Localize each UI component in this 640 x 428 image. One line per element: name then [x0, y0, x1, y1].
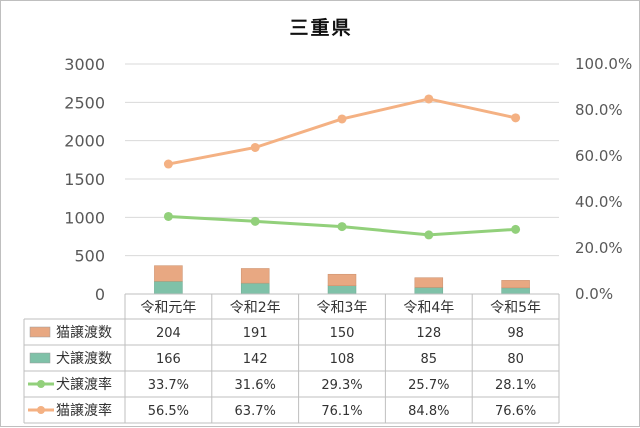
- bar-cat-adoptions: [327, 273, 357, 286]
- legend-series-name: 猫譲渡率: [56, 402, 112, 419]
- data-label: 128: [416, 326, 441, 341]
- y-right-tick-label: 40.0%: [575, 193, 623, 211]
- data-label: 85: [421, 352, 438, 367]
- point-dog-rate: [163, 211, 173, 221]
- legend-key-marker: [37, 380, 45, 388]
- point-cat-rate: [163, 159, 173, 169]
- data-label: 84.8%: [408, 404, 449, 419]
- bar-dog-adoptions: [414, 287, 444, 295]
- data-label: 98: [507, 326, 524, 341]
- data-label: 76.6%: [495, 404, 536, 419]
- category-label: 令和2年: [230, 300, 281, 316]
- category-label: 令和元年: [140, 300, 196, 316]
- point-dog-rate: [511, 224, 521, 234]
- data-label: 29.3%: [321, 378, 362, 393]
- data-label: 25.7%: [408, 378, 449, 393]
- bar-dog-adoptions: [240, 282, 270, 295]
- data-label: 150: [330, 326, 355, 341]
- bar-dog-adoptions: [501, 287, 530, 295]
- legend-key-swatch: [29, 352, 51, 364]
- y-right-tick-label: 60.0%: [575, 147, 623, 165]
- bar-cat-adoptions: [414, 277, 444, 288]
- data-label: 166: [156, 352, 181, 367]
- y-right-tick-label: 0.0%: [575, 285, 613, 303]
- y-right-tick-label: 100.0%: [575, 55, 632, 73]
- point-cat-rate: [337, 114, 347, 124]
- data-label: 31.6%: [235, 378, 276, 393]
- bar-cat-adoptions: [501, 280, 530, 289]
- point-cat-rate: [511, 113, 521, 123]
- legend-key-swatch: [29, 326, 51, 338]
- category-label: 令和3年: [317, 300, 368, 316]
- y-left-tick-label: 1500: [64, 170, 105, 189]
- bar-dog-adoptions: [154, 281, 183, 295]
- data-label: 28.1%: [495, 378, 536, 393]
- point-cat-rate: [250, 142, 260, 152]
- legend-series-name: 犬譲渡数: [56, 351, 112, 367]
- y-left-tick-label: 2500: [64, 93, 105, 112]
- y-left-tick-label: 500: [74, 247, 105, 266]
- bar-cat-adoptions: [154, 265, 183, 282]
- data-label: 204: [156, 326, 181, 341]
- y-left-tick-label: 2000: [64, 132, 105, 151]
- y-left-tick-label: 1000: [64, 208, 105, 227]
- bar-dog-adoptions: [327, 285, 357, 295]
- point-dog-rate: [424, 230, 434, 240]
- legend-series-name: 猫譲渡数: [56, 325, 112, 341]
- data-label: 63.7%: [235, 404, 276, 419]
- data-label: 191: [243, 326, 268, 341]
- data-label: 56.5%: [148, 404, 189, 419]
- data-label: 142: [243, 352, 268, 367]
- chart-title: 三重県: [289, 17, 352, 39]
- data-label: 108: [330, 352, 355, 367]
- point-dog-rate: [250, 216, 260, 226]
- y-right-tick-label: 20.0%: [575, 239, 623, 257]
- data-label: 80: [507, 352, 524, 367]
- legend-key-marker: [37, 406, 45, 414]
- legend-series-name: 犬譲渡率: [56, 376, 112, 393]
- point-cat-rate: [424, 94, 434, 104]
- y-right-tick-label: 80.0%: [575, 101, 623, 119]
- category-label: 令和5年: [490, 300, 541, 316]
- line-cat-rate: [168, 97, 516, 166]
- data-label: 76.1%: [321, 404, 362, 419]
- category-label: 令和4年: [403, 300, 454, 316]
- y-left-tick-label: 0: [95, 285, 105, 304]
- bar-cat-adoptions: [240, 268, 270, 284]
- y-left-tick-label: 3000: [64, 55, 105, 74]
- point-dog-rate: [337, 222, 347, 232]
- data-label: 33.7%: [148, 378, 189, 393]
